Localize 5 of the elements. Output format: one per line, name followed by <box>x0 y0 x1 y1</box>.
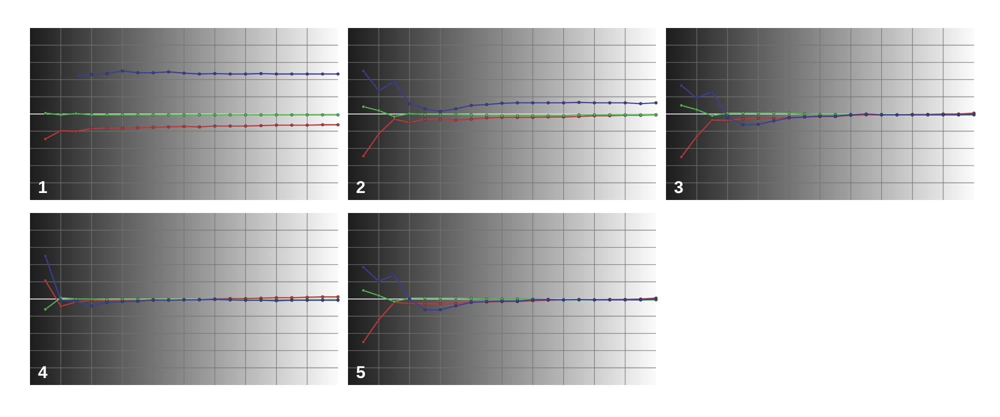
text: 3 <box>674 178 684 197</box>
text: 5 <box>356 363 366 382</box>
text: 2 <box>356 178 366 197</box>
text: 1 <box>38 178 48 197</box>
text: 4 <box>38 363 48 382</box>
